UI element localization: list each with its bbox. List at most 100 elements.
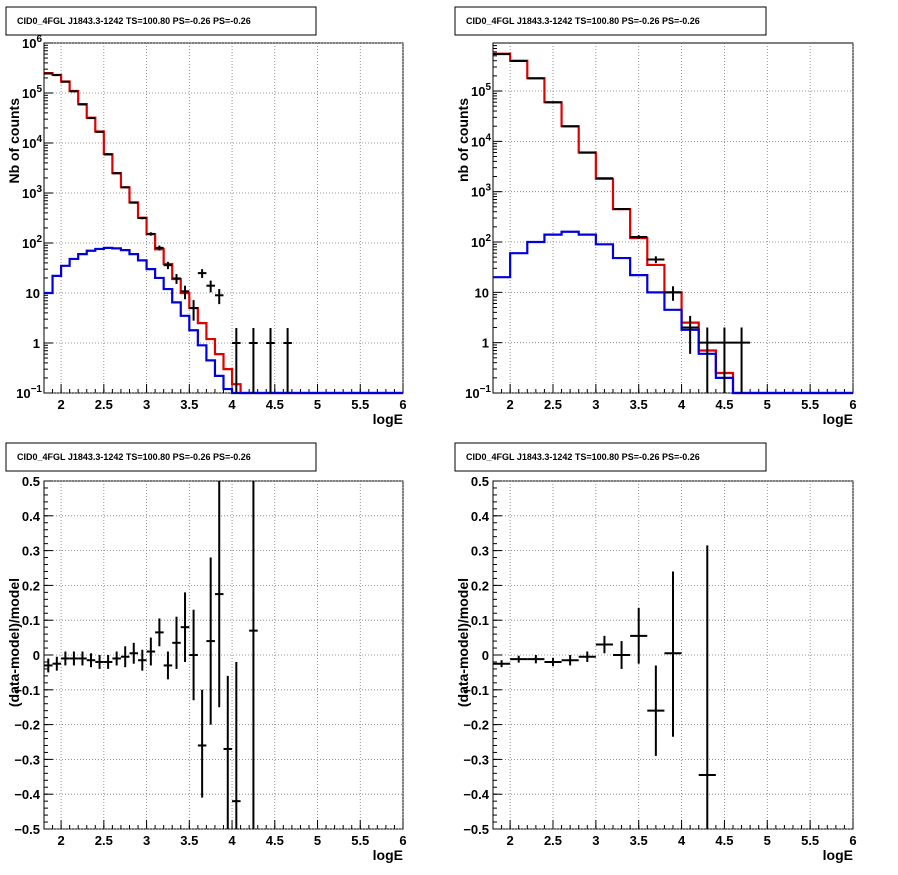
y-tick-label: 0 — [482, 648, 489, 663]
source-histogram — [493, 230, 853, 395]
data-point — [189, 609, 198, 701]
data-point — [146, 232, 156, 236]
data-point — [493, 660, 511, 668]
x-tick-label: 6 — [849, 833, 856, 848]
panel-4: CID0_4FGL J1843.3-1242 TS=100.80 PS=-0.2… — [454, 442, 857, 863]
data-point — [544, 657, 562, 667]
data-point — [232, 661, 241, 829]
y-axis-label: Nb of counts — [6, 98, 22, 184]
data-point — [283, 327, 292, 393]
x-tick-label: 5.5 — [801, 833, 819, 848]
data-point — [613, 641, 631, 669]
data-point — [206, 557, 215, 725]
data-point — [698, 327, 716, 393]
data-point — [189, 300, 198, 321]
data-point — [715, 327, 733, 393]
panel-1: CID0_4FGL J1843.3-1242 TS=100.80 PS=-0.2… — [5, 6, 407, 427]
data-point — [647, 256, 665, 264]
y-tick-label: 10−1 — [465, 384, 491, 401]
x-tick-label: 6 — [849, 397, 856, 412]
y-tick-label: 0.5 — [22, 474, 40, 489]
data-point — [664, 286, 682, 301]
x-tick-label: 4.5 — [715, 397, 733, 412]
y-tick-label: 1 — [482, 336, 489, 351]
x-tick-label: 5.5 — [351, 833, 369, 848]
x-tick-label: 4 — [228, 397, 236, 412]
y-tick-label: 10 — [26, 286, 40, 301]
x-tick-label: 5 — [764, 833, 771, 848]
x-axis-label: logE — [823, 847, 853, 863]
data-point — [232, 327, 241, 393]
data-point — [120, 186, 130, 189]
x-tick-label: 5.5 — [351, 397, 369, 412]
data-point — [561, 655, 579, 666]
x-tick-label: 4 — [228, 833, 236, 848]
y-tick-label: −0.3 — [14, 752, 40, 767]
source-histogram — [44, 246, 403, 395]
data-point — [733, 327, 751, 393]
data-point — [129, 642, 139, 664]
y-tick-label: 102 — [22, 234, 42, 251]
x-tick-label: 2.5 — [95, 833, 113, 848]
y-tick-label: 106 — [22, 34, 42, 51]
plot-frame — [43, 42, 404, 394]
data-point — [78, 651, 87, 666]
x-tick-label: 2 — [507, 833, 514, 848]
data-point — [613, 208, 631, 211]
data-point — [630, 235, 648, 239]
y-tick-label: 1 — [33, 336, 40, 351]
data-point — [578, 651, 596, 662]
y-tick-label: 0.2 — [471, 578, 489, 593]
x-tick-label: 5 — [314, 833, 321, 848]
plot-frame — [492, 42, 854, 394]
x-tick-label: 5.5 — [801, 397, 819, 412]
data-point — [44, 658, 53, 673]
x-tick-label: 2.5 — [544, 397, 562, 412]
x-tick-label: 4 — [678, 397, 686, 412]
y-axis-label: (data-model)/model — [6, 578, 22, 707]
x-tick-label: 2 — [57, 833, 64, 848]
data-point — [249, 481, 258, 829]
x-tick-label: 3 — [592, 397, 599, 412]
y-tick-label: −0.5 — [463, 822, 489, 837]
y-tick-label: 104 — [471, 132, 491, 149]
data-point — [664, 571, 682, 737]
y-tick-label: −0.3 — [463, 752, 489, 767]
x-tick-label: 3 — [592, 833, 599, 848]
data-point — [249, 327, 258, 393]
y-tick-label: 0.4 — [471, 509, 490, 524]
data-point — [86, 653, 96, 668]
x-tick-label: 5 — [314, 397, 321, 412]
data-point — [52, 656, 62, 671]
data-point — [647, 665, 665, 756]
panel-2: CID0_4FGL J1843.3-1242 TS=100.80 PS=-0.2… — [454, 6, 857, 427]
y-tick-label: 105 — [471, 82, 491, 99]
x-tick-label: 4.5 — [715, 833, 733, 848]
y-tick-label: 103 — [471, 183, 491, 200]
data-point — [510, 655, 528, 663]
data-point — [138, 216, 147, 220]
data-point — [129, 201, 139, 204]
data-point — [103, 655, 113, 669]
data-point — [163, 651, 173, 680]
data-point — [197, 689, 207, 798]
data-point — [155, 618, 164, 647]
y-tick-label: 102 — [471, 233, 491, 250]
y-tick-label: −0.4 — [463, 787, 489, 802]
data-point — [206, 280, 215, 293]
data-point — [266, 327, 275, 393]
y-axis-label: nb of counts — [455, 98, 471, 182]
data-point — [112, 172, 121, 175]
y-tick-label: 0.1 — [471, 613, 489, 628]
data-point — [112, 651, 121, 666]
y-tick-label: 0.1 — [22, 613, 40, 628]
y-tick-label: −0.4 — [14, 787, 40, 802]
plot-frame — [43, 480, 404, 830]
data-point — [95, 655, 104, 669]
title-box — [5, 6, 317, 36]
x-tick-label: 3.5 — [630, 397, 648, 412]
y-tick-label: 0.5 — [471, 474, 489, 489]
data-point — [163, 261, 173, 270]
y-tick-label: 105 — [22, 84, 42, 101]
data-point — [155, 245, 164, 251]
